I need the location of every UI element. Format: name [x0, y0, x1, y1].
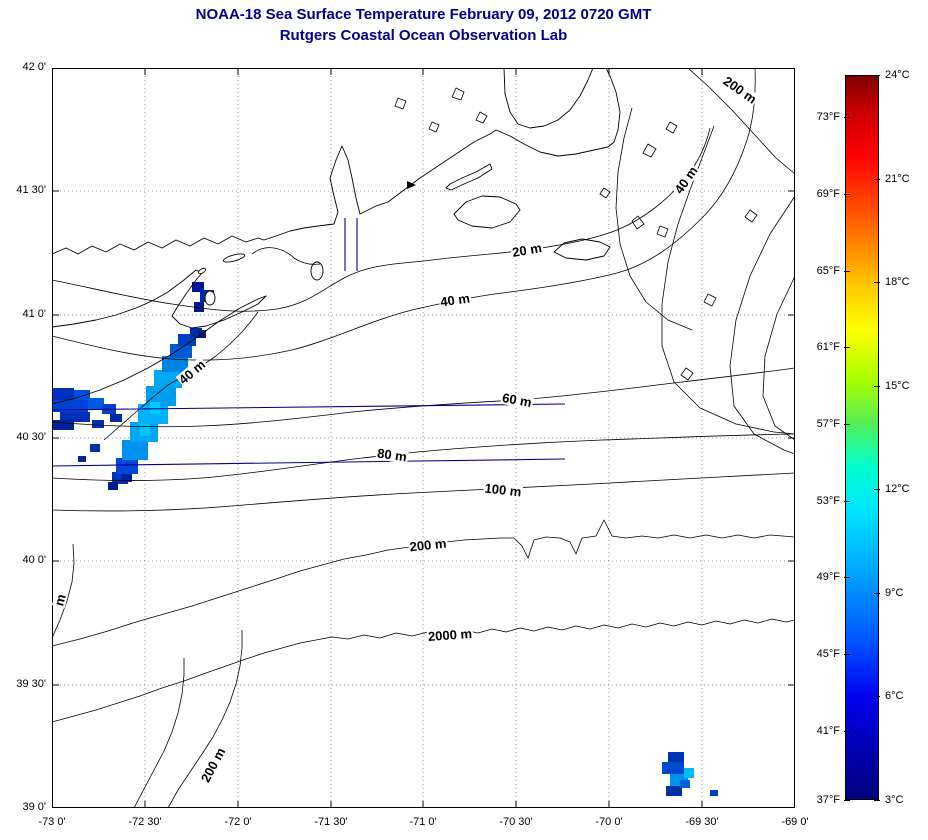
y-tick-label: 42 0' — [22, 61, 46, 73]
title-line1: NOAA-18 Sea Surface Temperature February… — [195, 6, 652, 23]
title-line2: Rutgers Coastal Ocean Observation Lab — [279, 27, 568, 44]
colorbar-label-f: 73°F — [794, 110, 850, 124]
coastline — [52, 68, 621, 405]
sst-patch-diagonal — [108, 328, 206, 490]
contour-label-200m-mid: 200 m — [407, 535, 449, 555]
colorbar-label-c: 9°C — [873, 587, 904, 599]
colorbar-label-f: 45°F — [794, 647, 850, 661]
x-tick-label: -69 30' — [685, 816, 719, 828]
colorbar-label-c: 18°C — [874, 276, 910, 288]
y-tick-label: 39 30' — [16, 678, 46, 690]
x-tick-label: -71 0' — [409, 816, 437, 828]
colorbar-label-f: 37°F — [794, 793, 850, 807]
x-tick-label: -70 0' — [595, 816, 623, 828]
x-tick-label: -72 30' — [128, 816, 162, 828]
contour-label-m-edge: m — [52, 591, 69, 609]
colorbar-label-f: 61°F — [794, 340, 850, 354]
marker-arrow — [407, 181, 416, 189]
colorbar-label-c: 12°C — [874, 483, 910, 495]
x-tick-label: -72 0' — [224, 816, 252, 828]
map-plot-area: 200 m 40 m 20 m 40 m 40 m 60 m 80 m 100 … — [52, 68, 795, 808]
colorbar-label-f: 69°F — [794, 187, 850, 201]
transect-lines — [52, 218, 566, 467]
colorbar-label-c: 15°C — [874, 380, 910, 392]
colorbar-label-c: 3°C — [873, 794, 904, 806]
axis-ticks — [52, 68, 795, 808]
colorbar-label-f: 65°F — [794, 264, 850, 278]
sst-patch-left-edge — [52, 388, 122, 462]
contour-label-80m: 80 m — [375, 445, 409, 465]
y-tick-label: 41 0' — [22, 308, 46, 320]
colorbar-label-f: 53°F — [794, 494, 850, 508]
x-tick-label: -70 30' — [499, 816, 533, 828]
colorbar-label-c: 24°C — [874, 69, 910, 81]
x-tick-label: -69 0' — [781, 816, 809, 828]
x-tick-label: -73 0' — [38, 816, 66, 828]
sst-patch-bottom-right — [662, 752, 718, 796]
colorbar-label-f: 57°F — [794, 417, 850, 431]
y-tick-label: 40 0' — [22, 554, 46, 566]
y-tick-label: 39 0' — [22, 801, 46, 813]
colorbar-label-f: 41°F — [794, 724, 850, 738]
colorbar — [845, 75, 879, 800]
y-tick-label: 40 30' — [16, 431, 46, 443]
colorbar-label-f: 49°F — [794, 570, 850, 584]
plot-frame — [52, 68, 795, 808]
y-tick-label: 41 30' — [16, 184, 46, 196]
x-tick-label: -71 30' — [314, 816, 348, 828]
contour-label-100m: 100 m — [482, 480, 524, 500]
colorbar-label-c: 6°C — [873, 690, 904, 702]
contour-label-2000m: 2000 m — [426, 625, 474, 645]
plot-title: NOAA-18 Sea Surface Temperature February… — [52, 4, 795, 46]
colorbar-label-c: 21°C — [874, 173, 910, 185]
